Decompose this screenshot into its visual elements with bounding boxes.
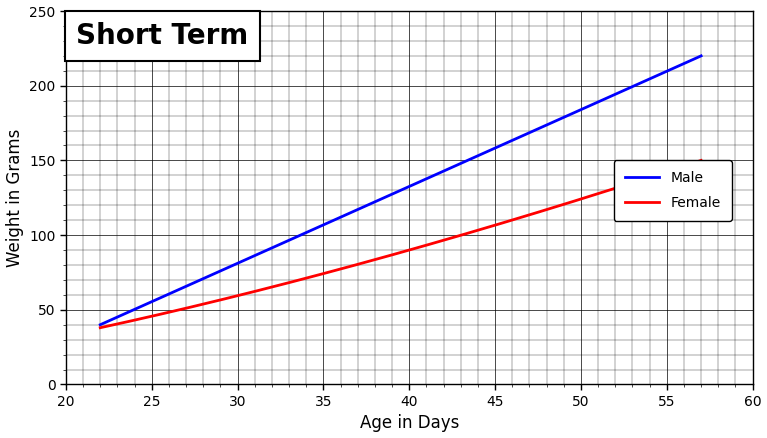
Male — [696, 53, 706, 59]
Line: Female: Female — [100, 160, 701, 328]
Male — [255, 251, 265, 256]
Legend: Male, Female: Male, Female — [614, 160, 732, 221]
Female — [120, 320, 129, 325]
Female — [696, 158, 706, 163]
Male — [645, 76, 654, 81]
Female — [645, 175, 654, 180]
Y-axis label: Weight in Grams: Weight in Grams — [5, 129, 24, 267]
Male — [667, 67, 676, 72]
Male — [207, 272, 216, 277]
Text: Short Term: Short Term — [76, 22, 249, 50]
Female — [132, 317, 141, 322]
Female — [255, 287, 265, 293]
Female — [667, 168, 676, 173]
Female — [96, 325, 105, 330]
Female — [207, 299, 216, 304]
Male — [96, 322, 105, 327]
Male — [120, 311, 129, 317]
Line: Male: Male — [100, 56, 701, 325]
X-axis label: Age in Days: Age in Days — [360, 414, 459, 432]
Male — [132, 306, 141, 311]
